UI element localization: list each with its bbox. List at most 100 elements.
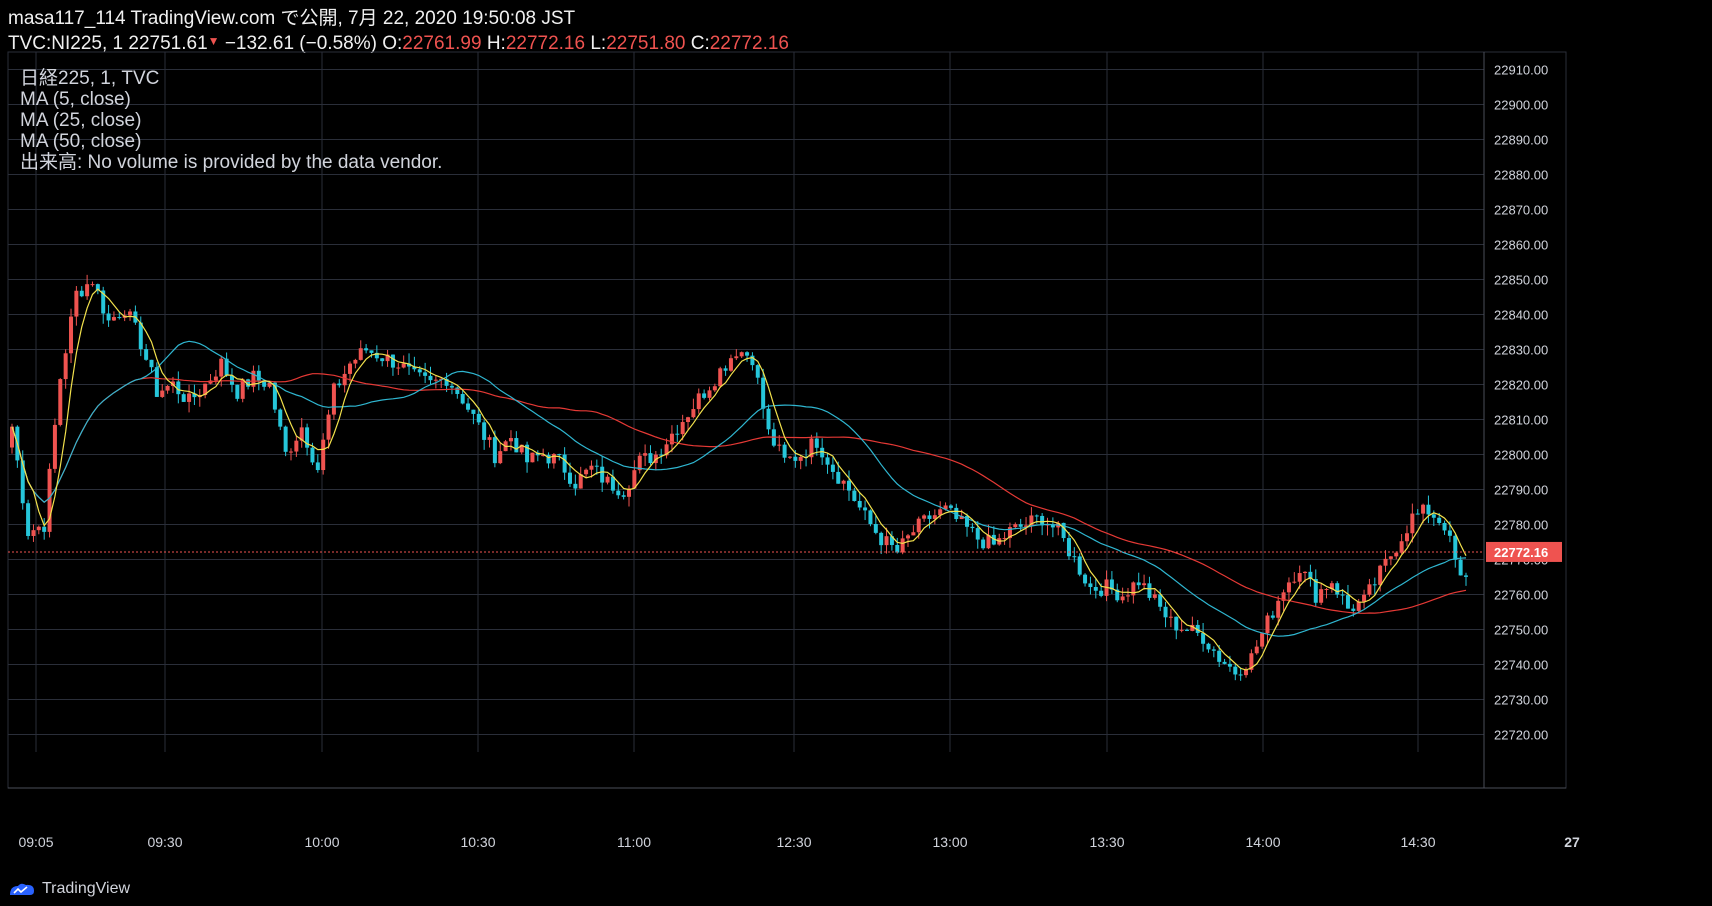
candle-body — [106, 313, 111, 321]
candle-body — [79, 290, 84, 297]
candle-body — [1340, 594, 1345, 596]
candle-body — [433, 379, 438, 381]
legend-ma25: MA (25, close) — [20, 110, 142, 131]
candle-body — [251, 370, 256, 387]
candle-body — [1265, 615, 1270, 634]
candle-body — [761, 377, 766, 409]
candle-body — [31, 530, 36, 536]
candle-body — [857, 500, 862, 508]
y-tick-label: 22800.00 — [1494, 448, 1548, 463]
candle-body — [1152, 594, 1157, 598]
candle-body — [1415, 513, 1420, 515]
candle-body — [1217, 650, 1222, 662]
candle-body — [310, 447, 315, 463]
candle-body — [643, 453, 648, 456]
candle-body — [1088, 583, 1093, 588]
candle-body — [1453, 535, 1458, 560]
candle-body — [358, 348, 363, 360]
candle-body — [460, 393, 465, 404]
x-tick-label: 10:00 — [304, 834, 339, 850]
candle-body — [600, 466, 605, 483]
candle-body — [1099, 590, 1104, 596]
candle-body — [981, 539, 986, 549]
current-price-label: 22772.16 — [1494, 545, 1548, 560]
candle-body — [948, 505, 953, 508]
candle-body — [176, 381, 181, 395]
candle-body — [616, 490, 621, 496]
candle-body — [342, 373, 347, 386]
candle-body — [487, 437, 492, 440]
candle-body — [621, 495, 626, 497]
candle-body — [798, 456, 803, 461]
candle-body — [745, 352, 750, 356]
close-label: C: — [690, 33, 710, 54]
candle-body — [482, 422, 487, 440]
candle-body — [589, 465, 594, 470]
x-tick-label: 14:00 — [1245, 834, 1280, 850]
candle-body — [755, 365, 760, 378]
candle-body — [1303, 571, 1308, 574]
candle-body — [541, 455, 546, 457]
candle-body — [380, 358, 385, 362]
x-tick-label: 11:00 — [617, 834, 651, 850]
candle-body — [793, 456, 798, 461]
candle-body — [1238, 674, 1243, 676]
y-tick-label: 22910.00 — [1494, 63, 1548, 78]
candle-body — [1308, 571, 1313, 580]
candle-body — [364, 348, 369, 351]
x-tick-label: 10:30 — [460, 834, 495, 850]
legend-series: 日経225, 1, TVC — [20, 68, 160, 89]
candle-body — [1136, 582, 1141, 586]
candle-body — [680, 422, 685, 435]
candle-body — [1292, 581, 1297, 583]
candle-body — [846, 480, 851, 491]
candle-body — [353, 359, 358, 364]
candle-body — [1437, 517, 1442, 523]
candle-body — [101, 290, 106, 314]
candle-body — [267, 382, 272, 387]
candle-body — [305, 427, 310, 448]
x-tick-label: 13:00 — [932, 834, 967, 850]
ma25-line — [11, 340, 1467, 637]
candle-body — [444, 378, 449, 386]
candle-body — [1190, 624, 1195, 631]
last-price: 22751.61 — [128, 33, 208, 54]
candle-body — [927, 515, 932, 519]
candle-body — [42, 526, 47, 532]
x-tick-label: 13:30 — [1089, 834, 1124, 850]
candle-body — [471, 409, 476, 414]
current-price-tag — [1486, 541, 1562, 562]
candle-body — [943, 505, 948, 510]
candle-body — [627, 488, 632, 497]
candle-body — [1442, 522, 1447, 531]
candle-body — [734, 356, 739, 359]
candle-body — [1211, 649, 1216, 651]
candle-body — [777, 444, 782, 446]
candle-body — [181, 394, 186, 402]
candle-body — [1201, 632, 1206, 644]
candle-body — [610, 476, 615, 491]
candle-body — [1458, 559, 1463, 576]
candle-body — [1394, 552, 1399, 557]
y-tick-label: 22870.00 — [1494, 203, 1548, 218]
candle-body — [455, 387, 460, 394]
candle-body — [1270, 615, 1275, 618]
candle-body — [337, 383, 342, 386]
candle-body — [1313, 579, 1318, 603]
y-tick-label: 22740.00 — [1494, 658, 1548, 673]
candle-body — [1195, 624, 1200, 633]
candle-body — [1147, 583, 1152, 598]
candle-body — [235, 384, 240, 399]
candle-body — [637, 455, 642, 471]
candle-body — [1185, 629, 1190, 631]
candle-body — [787, 456, 792, 458]
y-tick-label: 22720.00 — [1494, 728, 1548, 743]
candle-body — [879, 532, 884, 546]
candle-body — [90, 284, 95, 286]
candle-body — [1286, 582, 1291, 593]
candle-body — [911, 532, 916, 536]
candle-body — [1233, 666, 1238, 675]
tradingview-brand[interactable]: TradingView — [8, 880, 130, 898]
y-tick-label: 22790.00 — [1494, 483, 1548, 498]
